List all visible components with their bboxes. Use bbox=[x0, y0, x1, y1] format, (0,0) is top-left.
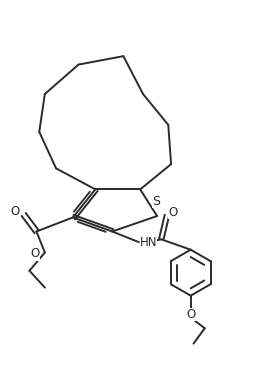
Text: HN: HN bbox=[140, 236, 157, 248]
Text: O: O bbox=[187, 308, 196, 321]
Text: O: O bbox=[11, 205, 20, 218]
Text: O: O bbox=[168, 206, 178, 219]
Text: O: O bbox=[30, 247, 40, 261]
Text: S: S bbox=[152, 195, 160, 208]
